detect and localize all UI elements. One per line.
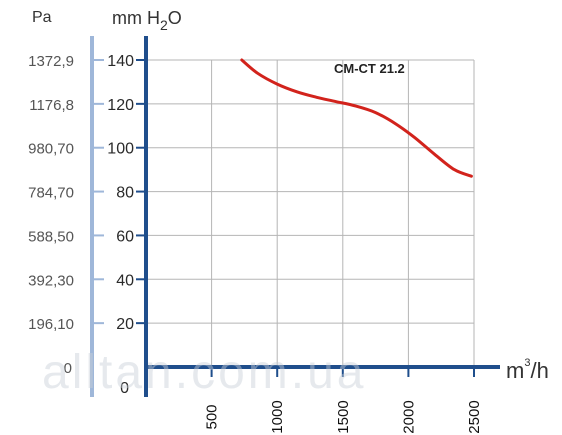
pa-tick-label-2: 392,30 <box>28 272 74 289</box>
x-tick-label-2: 1500 <box>335 400 352 433</box>
x-axis-unit-tail: /h <box>530 358 548 383</box>
tick-labels: 0 0 20 196,10 40 392,30 60 588,50 80 784,70 100 980… <box>28 53 483 434</box>
pa-tick-label-7: 1372,9 <box>28 53 74 70</box>
x-tick-label-4: 2500 <box>466 400 483 433</box>
mm-tick-label-6: 120 <box>107 97 134 114</box>
x-axis-unit-main: m <box>506 358 524 383</box>
mm-tick-label-1: 20 <box>116 316 134 333</box>
mm-axis-title-main: mm H <box>112 8 160 28</box>
mm-axis-title-tail: O <box>168 8 182 28</box>
x-tick-label-0: 500 <box>204 404 221 429</box>
pa-axis-title: Pa <box>32 9 52 26</box>
performance-curve <box>240 58 473 178</box>
mm-axis-title: mm H2O <box>112 8 182 33</box>
grid-lines <box>146 59 475 367</box>
pa-tick-label-4: 784,70 <box>28 185 74 202</box>
x-tick-label-3: 2000 <box>400 400 417 433</box>
x-tick-label-1: 1000 <box>269 400 286 433</box>
pa-tick-label-0: 0 <box>64 360 72 377</box>
mm-tick-label-4: 80 <box>116 185 134 202</box>
pa-tick-label-5: 980,70 <box>28 141 74 158</box>
pa-tick-label-3: 588,50 <box>28 228 74 245</box>
mm-tick-label-0: 0 <box>120 380 129 397</box>
axes <box>90 36 500 397</box>
chart-title: CM-CT 21.2 <box>334 61 405 76</box>
pa-tick-label-1: 196,10 <box>28 316 74 333</box>
x-axis-unit: m3/h <box>506 357 549 383</box>
pa-tick-label-6: 1176,8 <box>29 97 74 114</box>
mm-tick-label-3: 60 <box>116 228 134 245</box>
mm-tick-label-7: 140 <box>107 53 134 70</box>
x-axis-unit-sup: 3 <box>524 357 530 369</box>
mm-tick-label-2: 40 <box>116 272 134 289</box>
mm-axis-title-sub: 2 <box>160 17 168 33</box>
mm-tick-label-5: 100 <box>107 141 134 158</box>
watermark-text: alltan.com.ua <box>42 346 367 399</box>
